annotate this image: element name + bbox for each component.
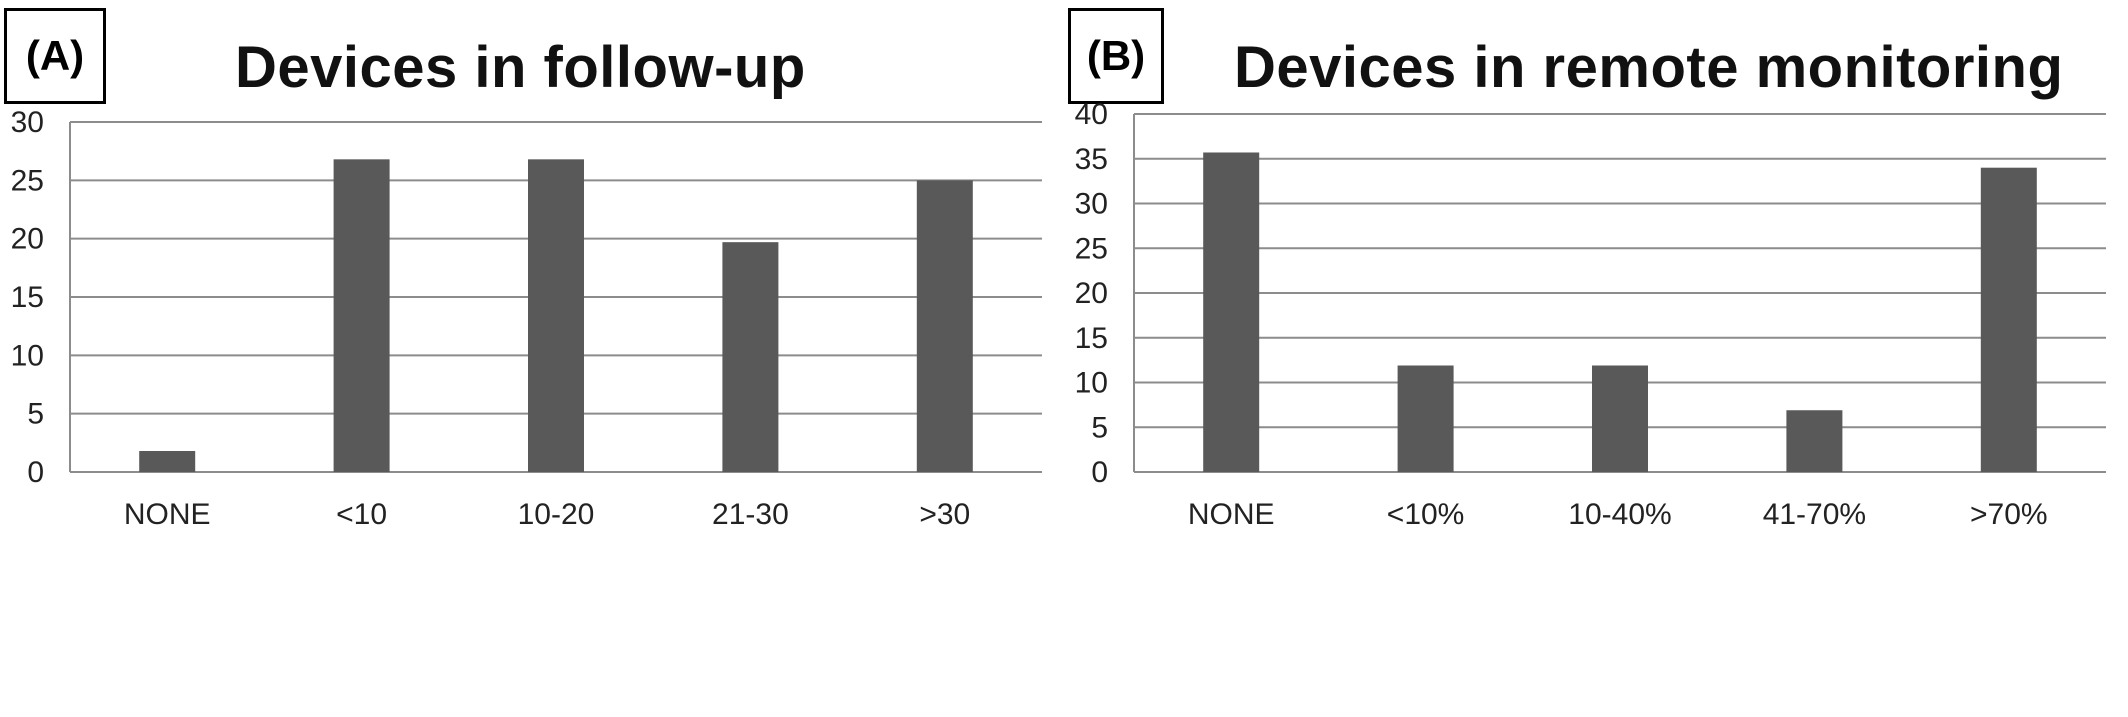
y-tick-label: 30 — [1075, 188, 1108, 221]
y-tick-label: 40 — [1075, 98, 1108, 131]
y-tick-label: 25 — [11, 164, 44, 197]
chart-panel-a: (A) Devices in follow-up 0 5 10 15 20 25 30 NON… — [4, 8, 1042, 531]
bar-1-0 — [1203, 152, 1260, 473]
bar-1-2 — [1592, 365, 1648, 472]
panel-label-a: (A) — [4, 8, 106, 104]
panel-label-b: (B) — [1068, 8, 1164, 104]
y-tick-label: 30 — [11, 106, 44, 139]
y-tick-label: 5 — [1091, 411, 1108, 444]
y-tick-label: 20 — [11, 223, 44, 256]
bar-0-3 — [722, 242, 779, 472]
y-tick-label: 0 — [1091, 456, 1108, 489]
bar-1-3 — [1786, 410, 1843, 472]
y-tick-label: 15 — [11, 281, 44, 314]
y-tick-label: 0 — [27, 456, 44, 489]
y-tick-label: 35 — [1075, 143, 1108, 176]
bar-0-4 — [916, 180, 973, 473]
bar-0-2 — [528, 159, 584, 473]
y-tick-label: 10 — [1075, 367, 1108, 400]
x-tick-label: >30 — [919, 498, 970, 531]
y-tick-label: 25 — [1075, 232, 1108, 265]
bar-chart-a: 0 5 10 15 20 25 30 NONE <10 10-20 21-30 >30 — [11, 106, 1042, 531]
chart-title-a: Devices in follow-up — [235, 35, 806, 100]
x-tick-label: >70% — [1970, 498, 2048, 531]
y-tick-label: 20 — [1075, 277, 1108, 310]
y-tick-label: 15 — [1075, 322, 1108, 355]
chart-title-b: Devices in remote monitoring — [1234, 35, 2064, 100]
x-tick-label: 41-70% — [1763, 498, 1866, 531]
x-tick-label: <10 — [336, 498, 387, 531]
bar-0-0 — [139, 451, 196, 472]
y-tick-label: 5 — [27, 398, 44, 431]
bar-1-1 — [1397, 365, 1454, 472]
y-tick-label: 10 — [11, 339, 44, 372]
bar-0-1 — [333, 159, 390, 473]
x-tick-label: NONE — [1188, 498, 1275, 531]
x-tick-label: 21-30 — [712, 498, 789, 531]
x-tick-label: 10-20 — [518, 498, 595, 531]
bar-1-4 — [1980, 167, 2037, 472]
x-tick-label: 10-40% — [1568, 498, 1671, 531]
bar-chart-b: 0 5 10 15 20 25 30 35 40 NONE <10% 10-40% 41-70% >70% — [1075, 98, 2106, 531]
x-tick-label: <10% — [1387, 498, 1465, 531]
x-tick-label: NONE — [124, 498, 211, 531]
chart-panel-b: (B) Devices in remote monitoring 0 5 10 15 2… — [1064, 0, 2128, 717]
